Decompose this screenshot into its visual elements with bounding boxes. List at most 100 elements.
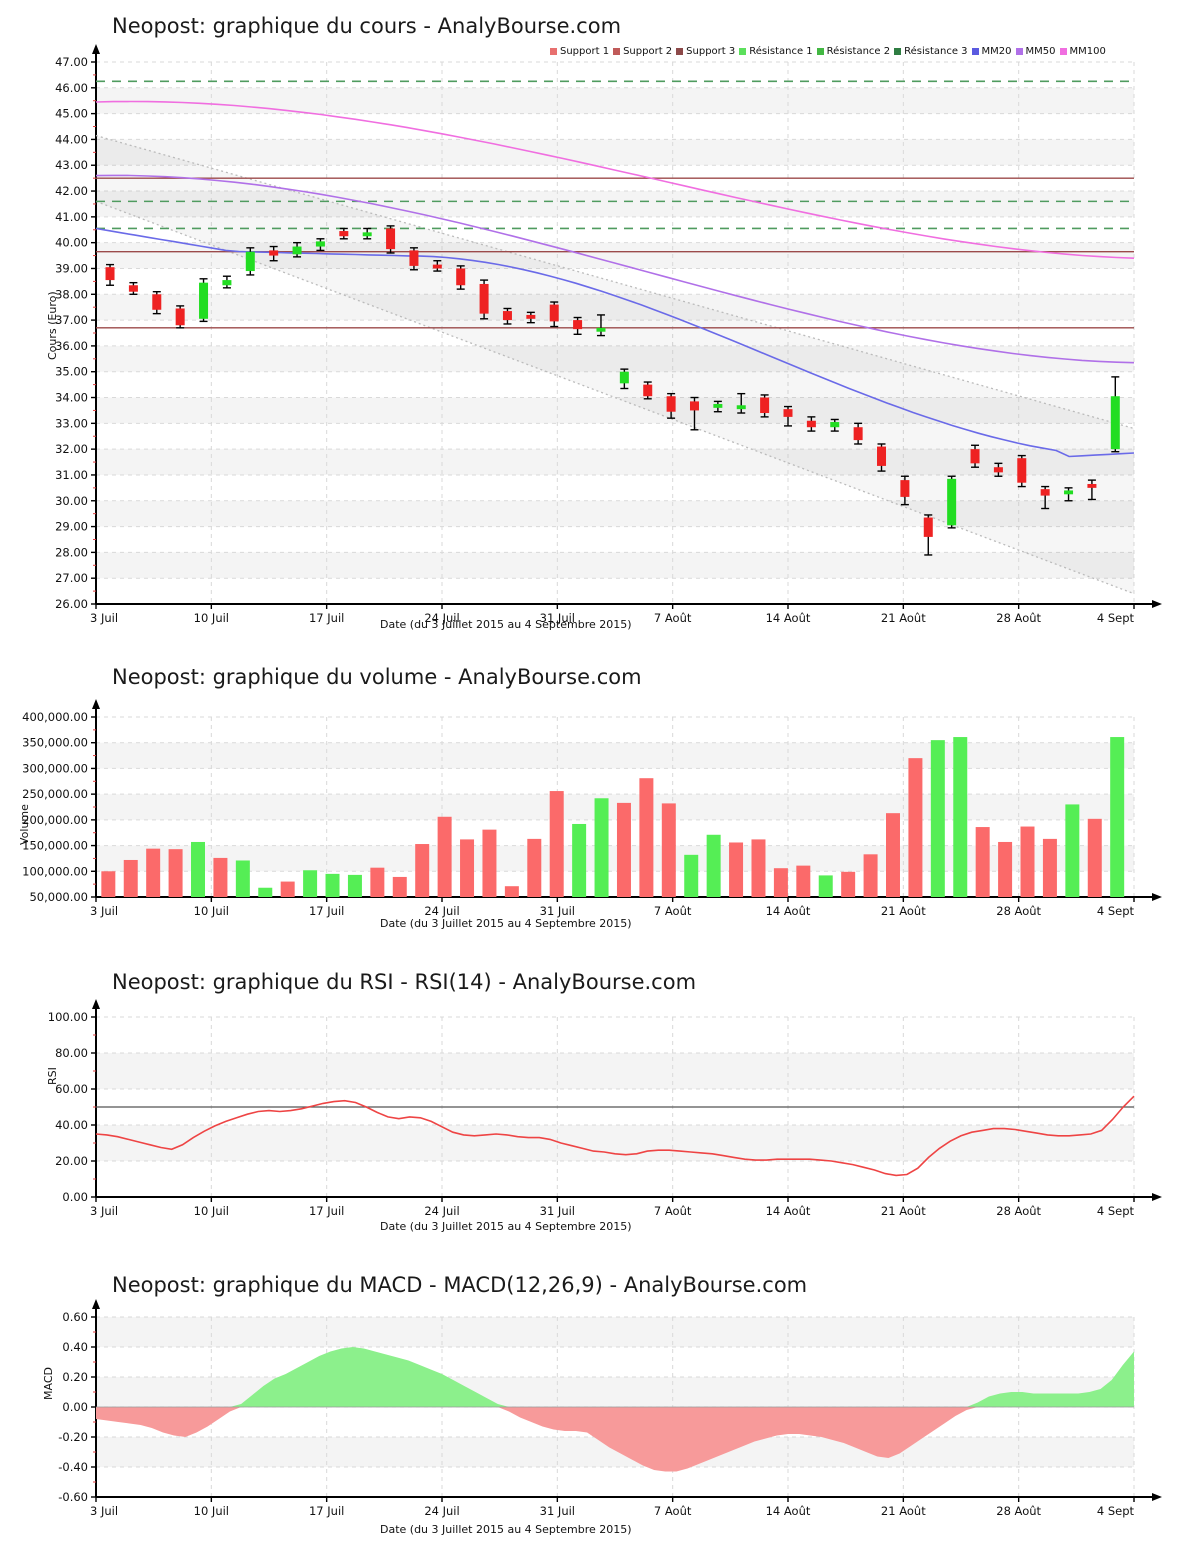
volume-bar (818, 875, 833, 897)
volume-bar (168, 849, 183, 897)
y-tick-label: 36.00 (55, 339, 88, 353)
volume-bar (1110, 737, 1125, 897)
candlestick (456, 265, 466, 290)
candlestick (596, 314, 606, 337)
candlestick (1064, 487, 1074, 502)
x-tick-label: 10 Juil (194, 1204, 229, 1218)
y-tick-label: 46.00 (55, 81, 88, 95)
y-tick-label: 27.00 (55, 571, 88, 585)
volume-bar (101, 871, 116, 897)
candlestick (502, 307, 512, 325)
candlestick (432, 260, 442, 272)
y-tick-label: 150,000.00 (22, 839, 88, 853)
candlestick (1110, 376, 1120, 453)
x-tick-label: 24 Juil (424, 1504, 459, 1518)
volume-bar (303, 870, 318, 897)
macd-positive-area (966, 1351, 1134, 1407)
legend-swatch-icon (739, 48, 747, 55)
rsi-line (95, 1095, 1135, 1177)
x-tick-label: 24 Juil (424, 611, 459, 625)
candlestick (315, 238, 325, 252)
x-tick-label: 7 Août (654, 1204, 692, 1218)
candlestick (269, 245, 279, 262)
legend-item-label: MM20 (981, 46, 1012, 57)
x-tick-label: 4 Sept (1097, 1504, 1135, 1518)
legend-swatch-icon (676, 48, 684, 55)
volume-bar (751, 839, 766, 897)
macd-positive-area (229, 1347, 509, 1407)
candlestick (573, 316, 583, 335)
volume-bar (975, 827, 990, 897)
legend-swatch-icon (613, 48, 621, 55)
volume-bar (213, 857, 228, 897)
volume-bar (1065, 804, 1080, 897)
volume-bar (123, 859, 138, 897)
x-tick-label: 21 Août (881, 1204, 926, 1218)
x-tick-label: 17 Juil (309, 611, 344, 625)
volume-bar (908, 758, 923, 897)
x-tick-label: 3 Juil (90, 611, 118, 625)
candlestick (526, 311, 536, 324)
y-tick-label: 43.00 (55, 158, 88, 172)
y-tick-label: 47.00 (55, 55, 88, 69)
rsi-chart-title: Neopost: graphique du RSI - RSI(14) - An… (112, 970, 697, 994)
x-tick-label: 10 Juil (194, 1504, 229, 1518)
macd-y-axis-label: MACD (42, 1367, 55, 1400)
y-tick-label: 37.00 (55, 313, 88, 327)
x-tick-label: 31 Juil (540, 904, 575, 918)
x-tick-label: 7 Août (654, 904, 692, 918)
y-tick-label: 40.00 (55, 236, 88, 250)
x-tick-label: 31 Juil (540, 611, 575, 625)
x-tick-label: 21 Août (881, 1504, 926, 1518)
candlestick (105, 263, 115, 286)
candlestick (386, 225, 396, 254)
y-tick-label: 80.00 (55, 1046, 88, 1060)
legend-item-label: Support 3 (686, 46, 736, 57)
rsi-x-axis-label: Date (du 3 Juillet 2015 au 4 Septembre 2… (380, 1220, 632, 1233)
volume-bar (930, 740, 945, 897)
volume-bar (258, 887, 273, 897)
x-tick-label: 31 Juil (540, 1504, 575, 1518)
candlestick (900, 475, 910, 506)
x-tick-label: 14 Août (766, 904, 811, 918)
price-chart-canvas: 26.00 27.00 28.00 29.00 30.00 31.00 32.00 33.00… (55, 44, 1162, 625)
volume-bar (1020, 826, 1035, 897)
y-tick-label: 38.00 (55, 287, 88, 301)
legend-item-label: Résistance 3 (904, 46, 968, 57)
candlestick (409, 247, 419, 271)
legend-item-6: MM20 (971, 46, 1012, 58)
y-tick-label: 44.00 (55, 132, 88, 146)
x-tick-label: 7 Août (654, 1504, 692, 1518)
volume-bar (661, 803, 676, 897)
macd-chart-title: Neopost: graphique du MACD - MACD(12,26,… (112, 1273, 808, 1297)
volume-bar (460, 839, 475, 897)
price-chart-legend: Support 1 Support 2 Support 3 Résistance 1 R… (546, 46, 1106, 58)
y-tick-label: 29.00 (55, 520, 88, 534)
volume-bar (325, 873, 340, 897)
candlestick (292, 241, 302, 258)
legend-item-label: Support 2 (623, 46, 673, 57)
y-tick-label: 40.00 (55, 1118, 88, 1132)
rsi-y-axis-label: RSI (46, 1067, 59, 1085)
y-tick-label: 400,000.00 (22, 710, 88, 724)
y-tick-label: 0.20 (62, 1370, 88, 1384)
macd-chart-panel: Neopost: graphique du MACD - MACD(12,26,… (0, 1255, 1200, 1550)
candlestick (619, 368, 629, 390)
legend-item-3: Résistance 1 (739, 46, 813, 58)
volume-y-axis-label: Volume (18, 804, 31, 845)
x-tick-label: 4 Sept (1097, 1204, 1135, 1218)
candlestick (245, 247, 255, 276)
y-tick-label: 50,000.00 (29, 890, 88, 904)
x-tick-label: 17 Juil (309, 1504, 344, 1518)
volume-bar (796, 865, 811, 897)
y-tick-label: 31.00 (55, 468, 88, 482)
candlestick (199, 278, 209, 323)
macd-negative-area (96, 1407, 242, 1437)
volume-bar (773, 868, 788, 897)
candlestick (830, 418, 840, 432)
x-tick-label: 21 Août (881, 904, 926, 918)
y-tick-label: 20.00 (55, 1154, 88, 1168)
volume-bar (706, 834, 721, 897)
legend-item-label: MM50 (1025, 46, 1056, 57)
